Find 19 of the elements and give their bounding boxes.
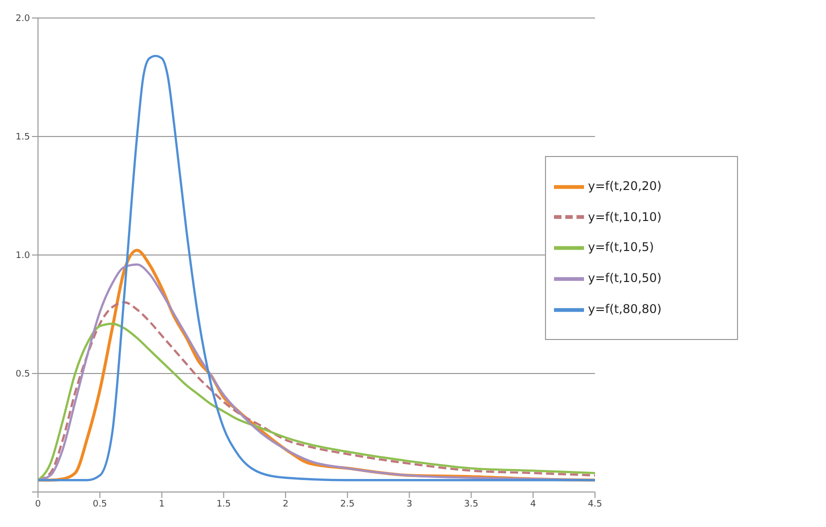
y-tick-label: 2.0 (16, 14, 30, 24)
x-tick-label: 3.5 (464, 499, 478, 510)
x-tick-label: 0.5 (92, 499, 108, 510)
x-tick-label: 4 (530, 499, 536, 510)
x-tick-label: 4.5 (588, 499, 602, 510)
y-tick-label: 1.5 (16, 132, 30, 143)
y-tick-label: 0.5 (16, 370, 30, 380)
legend-label: y=f(t,10,5) (588, 240, 654, 254)
x-tick-label: 1.5 (216, 499, 231, 510)
x-tick-label: 2.5 (340, 499, 355, 510)
legend-label: y=f(t,10,10) (588, 210, 662, 224)
x-tick-label: 2 (282, 499, 288, 510)
y-tick-label: 1.0 (16, 251, 30, 262)
legend-label: y=f(t,80,80) (588, 302, 662, 316)
x-tick-label: 0 (35, 499, 42, 510)
legend-label: y=f(t,10,50) (588, 271, 662, 286)
legend-label: y=f(t,20,20) (588, 179, 662, 193)
x-tick-label: 1 (158, 499, 165, 510)
x-tick-label: 3 (406, 499, 412, 510)
